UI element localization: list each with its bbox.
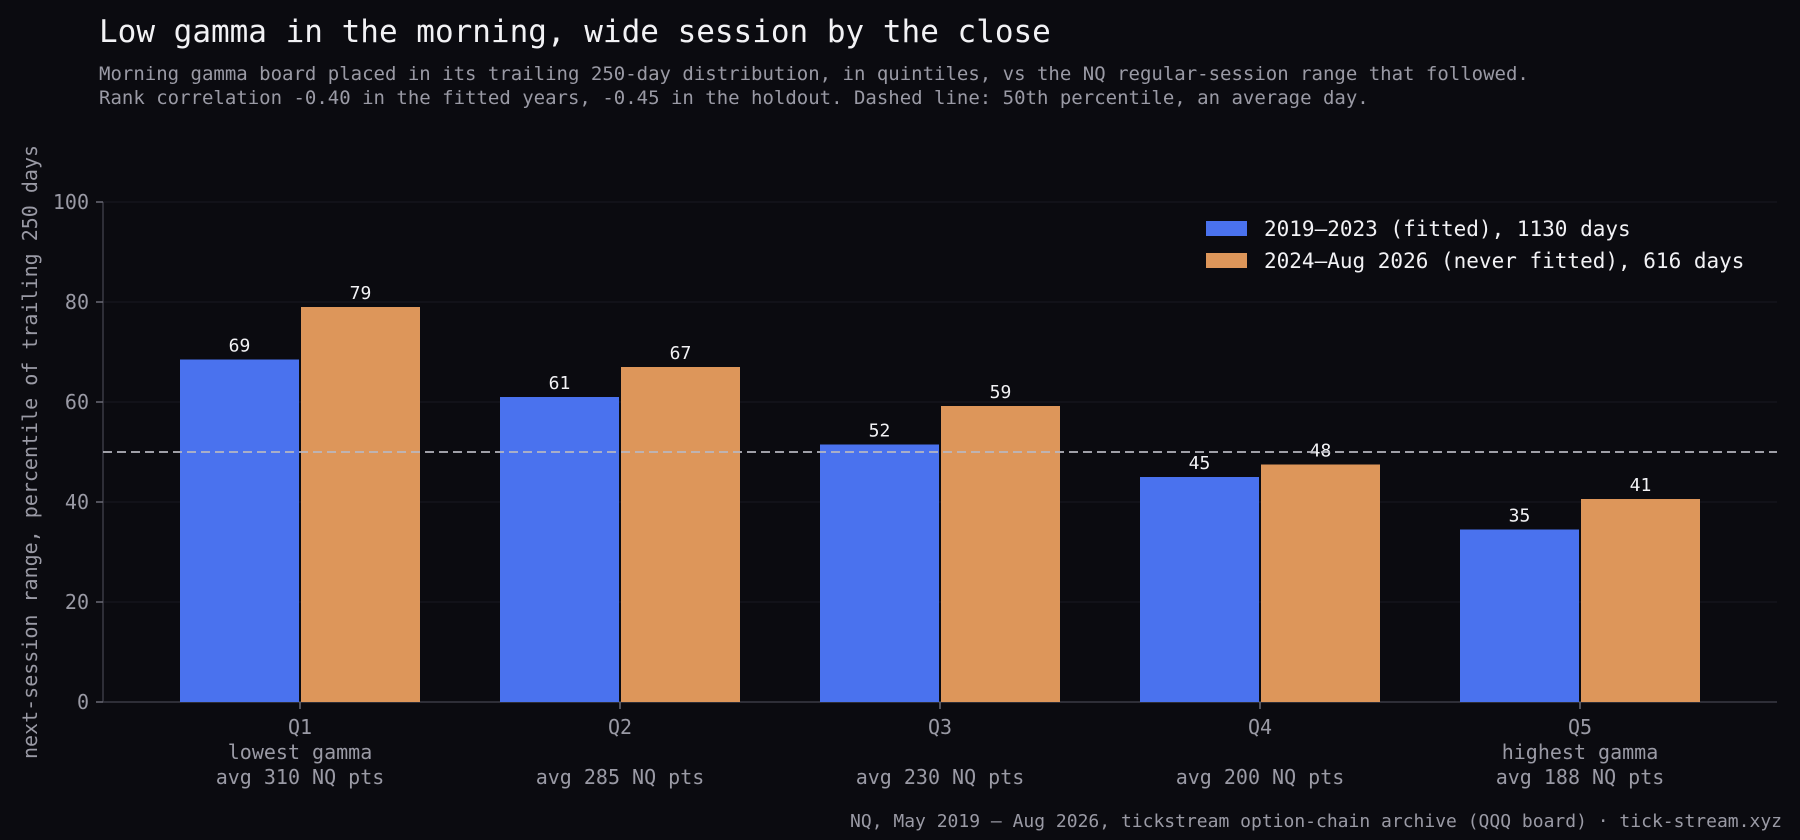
y-tick-label: 20 xyxy=(65,590,89,614)
x-category-sublabel: avg 188 NQ pts xyxy=(1496,765,1665,789)
bar-value-label: 59 xyxy=(990,382,1012,403)
bar-q3-series-1 xyxy=(820,444,939,702)
bar-series: 69 79 61 67 52 59 45 48 35 41 xyxy=(180,283,1700,702)
x-category-label: Q2 xyxy=(608,715,632,739)
y-tick-label: 40 xyxy=(65,490,89,514)
y-tick-label: 0 xyxy=(77,690,89,714)
y-axis-title: next-session range, percentile of traili… xyxy=(18,145,42,759)
x-category-label: Q5 xyxy=(1568,715,1592,739)
bar-q5-series-2 xyxy=(1581,499,1700,702)
legend-swatch-series-2 xyxy=(1206,253,1247,268)
x-category-label: Q4 xyxy=(1248,715,1272,739)
bar-value-label: 67 xyxy=(670,343,692,364)
bar-value-label: 69 xyxy=(229,336,251,357)
y-tick-label: 80 xyxy=(65,290,89,314)
y-tick-label: 100 xyxy=(53,190,89,214)
legend-label-series-2: 2024–Aug 2026 (never fitted), 616 days xyxy=(1264,249,1744,273)
x-category-label: Q1 xyxy=(288,715,312,739)
bar-q4-series-1 xyxy=(1140,477,1259,702)
x-category-sublabel: avg 200 NQ pts xyxy=(1176,765,1345,789)
chart-title: Low gamma in the morning, wide session b… xyxy=(99,14,1051,50)
x-category-sublabel: highest gamma xyxy=(1502,740,1659,764)
bar-value-label: 61 xyxy=(549,373,571,394)
bar-value-label: 45 xyxy=(1189,453,1211,474)
x-category-sublabel: avg 285 NQ pts xyxy=(536,765,705,789)
legend: 2019–2023 (fitted), 1130 days 2024–Aug 20… xyxy=(1206,217,1744,273)
chart-subtitle-line-2: Rank correlation -0.40 in the fitted yea… xyxy=(99,87,1369,109)
bar-value-label: 35 xyxy=(1509,506,1531,527)
bar-q5-series-1 xyxy=(1460,529,1579,702)
x-category-sublabel: avg 230 NQ pts xyxy=(856,765,1025,789)
x-category-sublabel: avg 310 NQ pts xyxy=(216,765,385,789)
bar-value-label: 79 xyxy=(350,283,372,304)
bar-q2-series-1 xyxy=(500,397,619,702)
y-tick-label: 60 xyxy=(65,390,89,414)
bar-value-label: 48 xyxy=(1310,441,1332,462)
bar-q1-series-2 xyxy=(301,307,420,702)
chart-subtitle-line-1: Morning gamma board placed in its traili… xyxy=(99,63,1529,85)
bar-q4-series-2 xyxy=(1261,464,1380,702)
x-category-sublabel: lowest gamma xyxy=(228,740,373,764)
bar-value-label: 52 xyxy=(869,421,891,442)
bar-q2-series-2 xyxy=(621,367,740,702)
bar-value-label: 41 xyxy=(1630,475,1652,496)
legend-swatch-series-1 xyxy=(1206,221,1247,236)
bar-q1-series-1 xyxy=(180,359,299,702)
legend-label-series-1: 2019–2023 (fitted), 1130 days xyxy=(1264,217,1631,241)
source-note: NQ, May 2019 – Aug 2026, tickstream opti… xyxy=(850,811,1782,832)
x-category-label: Q3 xyxy=(928,715,952,739)
bar-q3-series-2 xyxy=(941,406,1060,702)
